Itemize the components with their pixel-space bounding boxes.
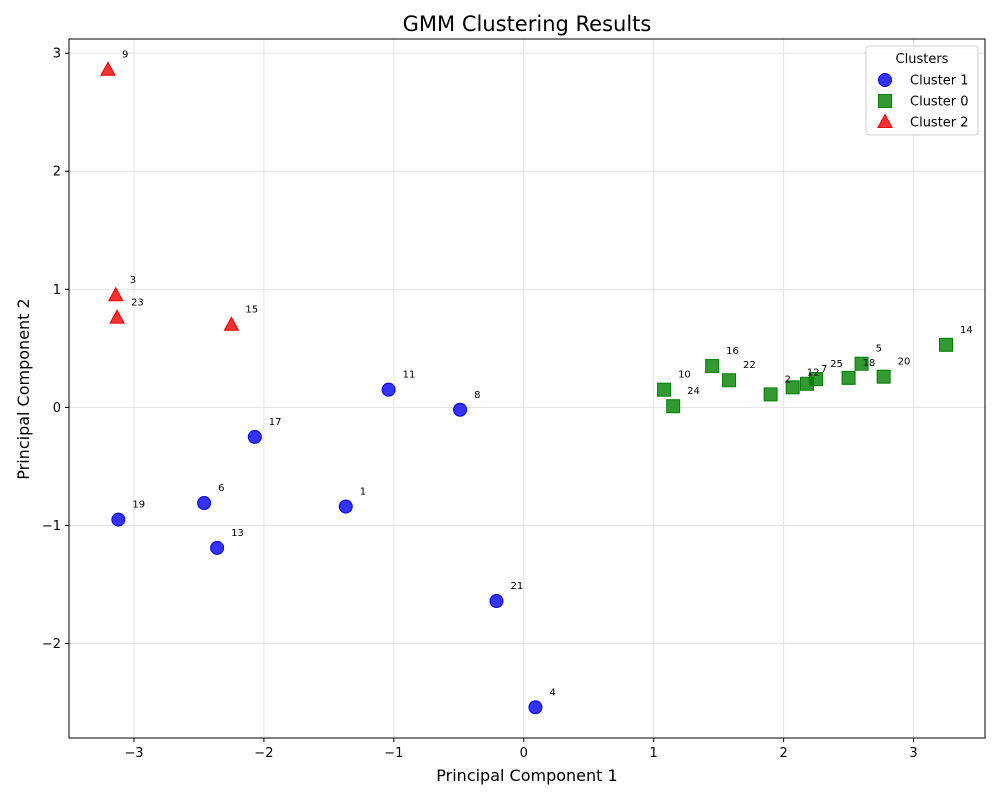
point-label: 11 — [403, 370, 416, 381]
point-label: 7 — [821, 364, 827, 375]
y-tick-label: −1 — [42, 519, 61, 534]
chart-title: GMM Clustering Results — [403, 12, 652, 36]
y-tick-label: 2 — [53, 165, 61, 180]
data-point-square — [939, 337, 954, 352]
data-point-triangle — [107, 286, 124, 302]
x-tick-label: 1 — [650, 746, 658, 761]
legend-box — [865, 45, 979, 136]
x-tick-label: −2 — [254, 746, 273, 761]
legend-label: Cluster 2 — [910, 116, 969, 131]
y-tick-label: −2 — [42, 637, 61, 652]
point-label: 17 — [269, 417, 282, 428]
grid — [69, 39, 985, 738]
point-label: 21 — [510, 581, 523, 592]
data-point-square — [705, 359, 720, 374]
data-point-circle — [338, 499, 353, 514]
point-label: 15 — [245, 305, 258, 316]
point-label: 8 — [474, 390, 480, 401]
point-label: 1 — [360, 487, 366, 498]
data-point-circle — [489, 594, 504, 609]
data-point-circle — [197, 496, 212, 511]
legend-label: Cluster 1 — [910, 74, 969, 89]
data-point-square — [666, 399, 681, 414]
point-label: 24 — [687, 386, 700, 397]
y-axis-label: Principal Component 2 — [14, 298, 33, 479]
data-point-circle — [210, 540, 225, 555]
x-tick-label: −1 — [384, 746, 403, 761]
x-axis-label: Principal Component 1 — [436, 766, 617, 785]
legend-label: Cluster 0 — [910, 95, 969, 110]
point-labels: 11 8 17 19 6 1 13 21 4 14 518 20 16 22 10 24 2 12 7 25 9 3 23 1… — [122, 50, 973, 699]
point-label: 25 — [830, 359, 843, 370]
data-point-circle — [111, 512, 126, 527]
point-label: 9 — [122, 50, 128, 61]
x-tick-label: 3 — [909, 746, 917, 761]
point-label: 19 — [132, 500, 145, 511]
point-label: 12 — [807, 367, 820, 378]
data-point-square — [809, 372, 824, 387]
legend-marker-circle — [878, 73, 892, 87]
data-point-square — [876, 369, 891, 384]
point-label: 6 — [218, 483, 224, 494]
data-point-square — [785, 380, 800, 395]
data-point-square — [841, 370, 856, 385]
point-label: 3 — [130, 275, 136, 286]
data-point-square — [763, 387, 778, 402]
legend-marker-square — [878, 94, 892, 108]
point-label: 18 — [863, 358, 876, 369]
y-tick-label: 3 — [53, 47, 61, 62]
data-point-triangle — [100, 61, 116, 76]
y-tick-label: 1 — [53, 283, 61, 298]
point-label: 5 — [876, 344, 882, 355]
data-point-circle — [247, 429, 262, 444]
point-label: 13 — [231, 528, 244, 539]
point-label: 2 — [785, 374, 791, 385]
point-label: 20 — [898, 357, 911, 368]
point-label: 4 — [549, 687, 555, 698]
legend: Clusters Cluster 1 Cluster 0 Cluster 2 — [865, 45, 979, 136]
data-point-circle — [528, 700, 543, 715]
data-point-circle — [453, 402, 468, 417]
x-tick-label: 2 — [779, 746, 787, 761]
point-label: 23 — [131, 298, 144, 309]
legend-marker-triangle — [877, 113, 893, 128]
y-tick-label: 0 — [53, 401, 61, 416]
x-tick-label: 0 — [520, 746, 528, 761]
data-point-triangle — [109, 309, 125, 324]
data-point-square — [854, 356, 869, 371]
data-point-circle — [381, 382, 396, 397]
legend-entries: Cluster 1 Cluster 0 Cluster 2 — [877, 73, 969, 131]
point-label: 14 — [960, 325, 973, 336]
x-tick-label: −3 — [124, 746, 143, 761]
data-point-square — [657, 382, 672, 397]
data-point-square — [722, 373, 737, 388]
legend-title: Clusters — [896, 52, 949, 67]
data-point-triangle — [223, 316, 240, 331]
plot-frame — [68, 38, 986, 739]
point-label: 10 — [678, 370, 691, 381]
point-label: 22 — [743, 360, 756, 371]
data-points — [100, 61, 954, 715]
point-label: 16 — [726, 346, 739, 357]
